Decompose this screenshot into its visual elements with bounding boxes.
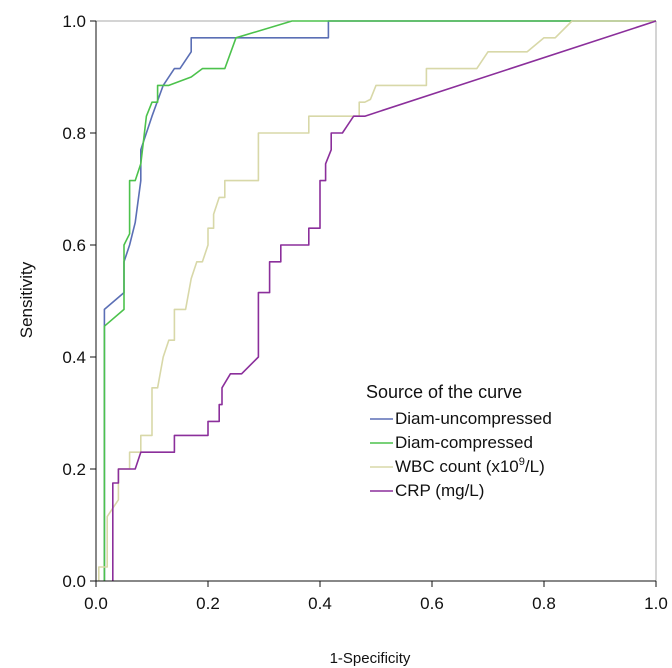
legend-label: Diam-uncompressed (395, 409, 552, 428)
legend-superscript: 9 (519, 456, 525, 468)
legend-label: CRP (mg/L) (395, 481, 484, 500)
y-tick-label: 0.8 (62, 124, 86, 143)
series-line-1 (103, 20, 656, 581)
x-tick-label: 0.2 (196, 594, 220, 613)
x-axis-title: 1-Specificity (330, 650, 411, 667)
axes (95, 21, 656, 582)
series-line-3 (112, 20, 657, 581)
y-tick-label: 1.0 (62, 12, 86, 31)
legend-label: Diam-compressed (395, 433, 533, 452)
x-axis-ticks: 0.0 0.2 0.4 0.6 0.8 1.0 (84, 581, 668, 613)
legend-item: Diam-uncompressed (370, 409, 552, 428)
legend-item: Diam-compressed (370, 433, 533, 452)
x-tick-label: 0.0 (84, 594, 108, 613)
y-axis-ticks: 0.0 0.2 0.4 0.6 0.8 1.0 (62, 12, 96, 591)
x-tick-label: 0.8 (532, 594, 556, 613)
y-tick-label: 0.0 (62, 572, 86, 591)
series-line-2 (98, 20, 656, 581)
legend-title: Source of the curve (366, 382, 522, 402)
y-tick-label: 0.6 (62, 236, 86, 255)
legend-items: Diam-uncompressed Diam-compressed WBC coun… (370, 409, 552, 500)
y-axis-title: Sensitivity (17, 261, 36, 338)
x-tick-label: 0.6 (420, 594, 444, 613)
legend-item: CRP (mg/L) (370, 481, 484, 500)
legend-label: WBC count (x109/L) (395, 456, 545, 476)
x-tick-label: 0.4 (308, 594, 332, 613)
reference-lines (96, 20, 657, 581)
y-tick-label: 0.4 (62, 348, 86, 367)
legend: Source of the curve Diam-uncompressedDia… (366, 382, 552, 500)
x-tick-label: 1.0 (644, 594, 668, 613)
y-tick-label: 0.2 (62, 460, 86, 479)
legend-item: WBC count (x109/L) (370, 456, 545, 476)
roc-curves (98, 20, 657, 581)
